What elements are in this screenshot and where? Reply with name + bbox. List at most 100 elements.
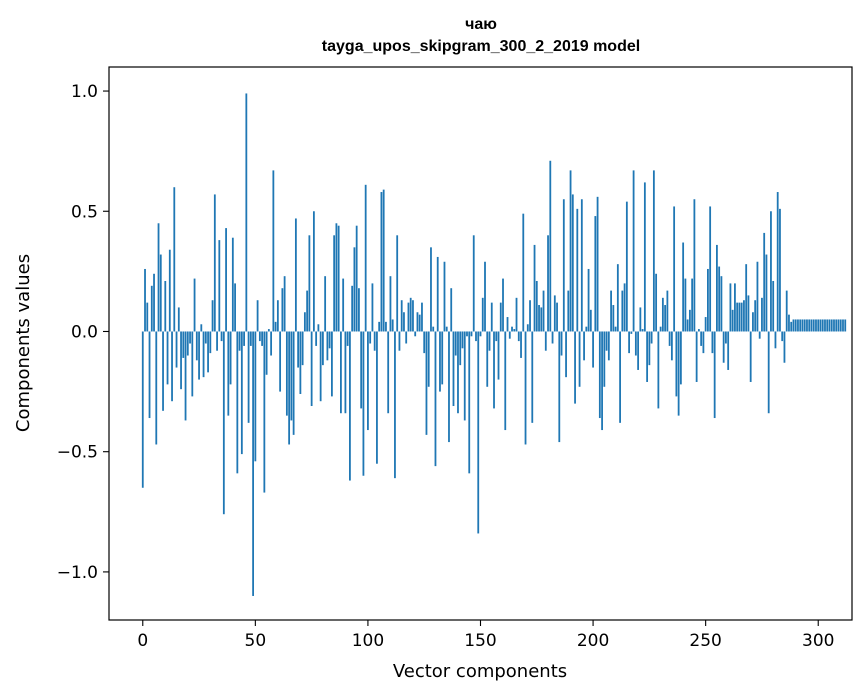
bar-85 [333,235,336,332]
bar-87 [337,225,340,332]
bar-144 [466,331,468,337]
bar-39 [229,331,232,385]
bar-23 [193,278,196,332]
bar-235 [670,331,673,361]
bar-102 [371,283,374,332]
bar-168 [520,331,522,358]
bar-306 [830,319,833,332]
bar-80 [321,331,324,366]
bar-285 [783,331,786,363]
bar-250 [704,317,707,332]
bar-312 [844,319,847,332]
bar-191 [571,194,574,332]
bar-197 [585,326,588,332]
bar-103 [373,331,376,351]
bar-21 [189,331,191,344]
bar-100 [367,331,369,431]
bar-178 [542,290,545,332]
bar-286 [785,290,788,332]
bar-221 [639,307,642,332]
bar-52 [258,331,261,342]
y-tick-label: −1.0 [57,563,98,583]
bar-25 [198,331,200,380]
bar-169 [522,213,525,332]
bar-182 [551,331,554,344]
bar-82 [326,331,329,361]
bar-2 [146,302,149,332]
bar-185 [558,331,561,443]
bar-3 [148,331,151,419]
bar-28 [204,331,207,344]
bar-77 [315,331,318,346]
bar-201 [594,216,597,332]
bar-46 [245,93,248,332]
bar-157 [495,331,498,342]
bar-110 [389,276,392,332]
bar-183 [553,295,556,332]
bar-98 [362,331,365,476]
bar-6 [155,331,158,445]
bar-301 [819,319,822,332]
bar-141 [459,331,462,366]
bar-41 [234,283,236,332]
y-axis-ticks: −1.0 −0.5 0.0 0.5 1.0 [57,82,109,583]
bar-22 [191,331,194,397]
bar-211 [616,264,619,332]
bar-40 [231,237,234,332]
bar-251 [707,268,709,332]
bar-187 [562,199,565,332]
x-tick-label: 50 [245,631,267,651]
bar-137 [450,288,453,332]
bar-202 [596,196,599,332]
bar-280 [772,280,775,332]
bar-89 [342,278,345,332]
bar-94 [353,247,356,332]
bar-35 [220,331,223,342]
bar-290 [794,319,797,332]
bar-275 [761,297,763,332]
bar-31 [211,300,214,332]
bar-252 [709,206,712,332]
bar-174 [533,244,536,332]
bar-297 [810,319,813,332]
bar-105 [378,321,381,332]
bar-72 [303,312,306,332]
bar-206 [605,331,608,351]
bar-4 [150,285,153,332]
bar-152 [484,261,486,332]
bar-167 [517,331,520,342]
bar-91 [346,331,349,346]
bar-218 [632,170,635,332]
bar-83 [328,331,331,349]
bar-172 [529,300,531,332]
bar-291 [797,319,799,332]
bar-120 [412,300,414,332]
bar-219 [634,331,637,356]
bar-224 [646,331,649,382]
bar-165 [513,329,516,332]
bar-175 [535,280,538,332]
bar-74 [308,235,311,332]
bar-296 [808,319,811,332]
bar-243 [688,309,691,332]
bar-240 [682,242,685,332]
bar-68 [294,218,297,332]
bar-135 [445,326,448,332]
bar-13 [171,331,173,402]
bar-245 [693,199,696,332]
bar-255 [716,244,718,332]
bar-63 [283,276,286,332]
bar-237 [675,331,678,397]
bar-70 [299,331,302,394]
bar-244 [691,278,694,332]
x-tick-label: 0 [137,631,148,651]
y-tick-label: 0.5 [71,202,98,222]
bar-57 [270,331,273,356]
bar-118 [407,302,410,332]
bar-155 [490,302,493,332]
bar-101 [369,331,372,344]
bar-18 [182,331,185,358]
bar-220 [637,331,640,370]
bar-104 [376,331,378,464]
bar-142 [461,331,464,349]
